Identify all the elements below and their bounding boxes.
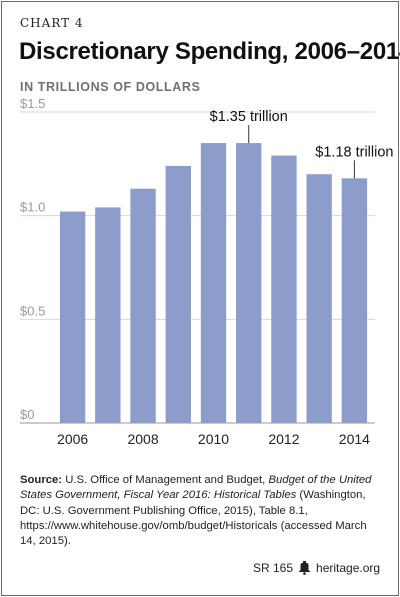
annotation-label: $1.35 trillion — [210, 109, 288, 125]
chart-number: CHART 4 — [20, 16, 84, 30]
source-title: Budget of the United States Government, … — [20, 474, 372, 502]
bar-2013 — [306, 174, 332, 423]
footer: SR 165 heritage.org — [253, 561, 380, 575]
x-tick-label: 2014 — [339, 431, 370, 447]
y-tick-label: $0 — [20, 407, 34, 422]
source-note: Source: U.S. Office of Management and Bu… — [20, 473, 382, 549]
annotation-label: $1.18 trillion — [315, 144, 393, 160]
y-tick-label: $0.5 — [20, 303, 45, 318]
bar-2006 — [59, 211, 86, 423]
y-tick-label: $1.5 — [20, 96, 45, 111]
site-name: heritage.org — [316, 561, 381, 575]
source-label: Source: — [20, 474, 63, 486]
x-tick-label: 2010 — [198, 431, 229, 447]
report-id: SR 165 — [253, 561, 294, 575]
bar-2012 — [271, 155, 297, 424]
x-tick-label: 2008 — [127, 431, 158, 447]
source-text-2: (Washington, DC: U.S. Government Publish… — [20, 489, 367, 548]
bar-2007 — [95, 207, 121, 423]
bar-2010 — [200, 143, 227, 423]
source-text-1: U.S. Office of Management and Budget, — [62, 474, 269, 486]
bar-2008 — [130, 188, 156, 423]
bar-2011 — [236, 143, 262, 423]
chart-subtitle: IN TRILLIONS OF DOLLARS — [20, 80, 201, 94]
bar-2014 — [341, 178, 368, 423]
liberty-bell-icon — [298, 561, 311, 575]
x-tick-label: 2006 — [57, 431, 88, 447]
x-tick-label: 2012 — [268, 431, 299, 447]
chart-title: Discretionary Spending, 2006–2014 — [19, 38, 400, 65]
y-tick-label: $1.0 — [20, 200, 45, 215]
bar-2009 — [165, 165, 191, 423]
bar-chart: $0 $0.5 $1.0 $1.5 2006 2008 2010 2012 2014 $1.35 … — [20, 96, 393, 447]
